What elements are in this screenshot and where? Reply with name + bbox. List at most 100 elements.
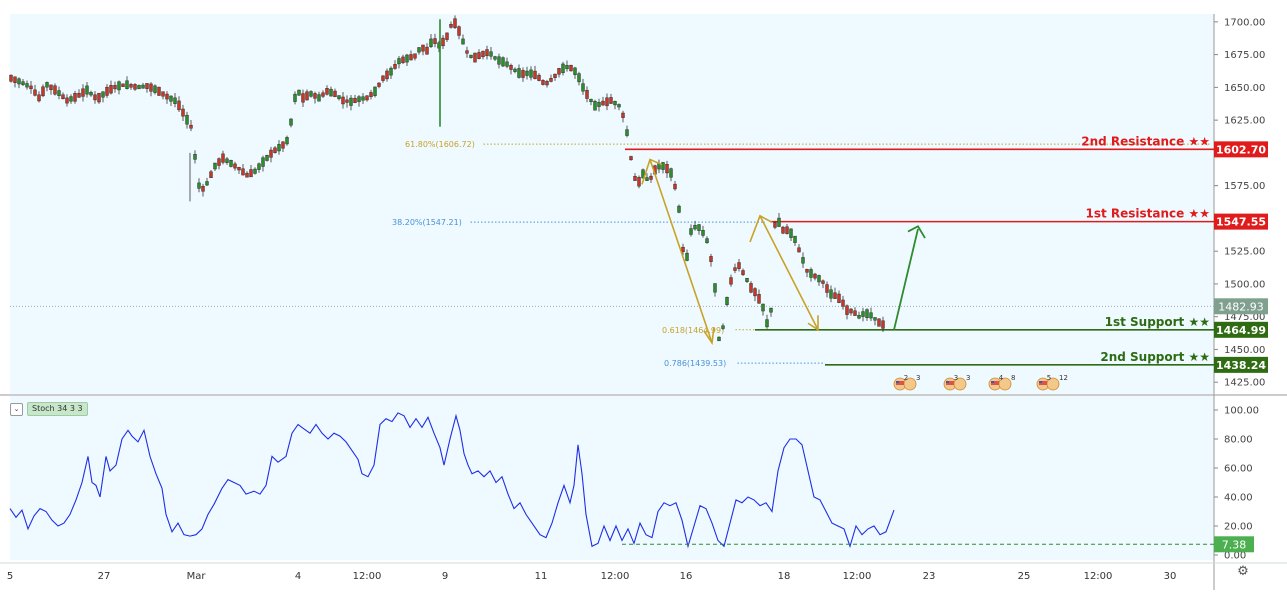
candle-body (461, 38, 465, 45)
candle-body (493, 56, 497, 60)
candle-body (337, 95, 341, 100)
candle-body (265, 155, 269, 161)
candle-body (317, 94, 321, 102)
candle-body (649, 175, 653, 180)
stoch-value-label: 7.38 (1222, 538, 1247, 551)
candle-body (125, 80, 129, 89)
event-badge[interactable]: 5 12 (1036, 374, 1068, 391)
candle-body (713, 283, 717, 293)
candle-body (809, 269, 813, 278)
candle-body (37, 94, 41, 102)
price-tick-label: 1575.00 (1224, 181, 1265, 192)
candle-body (673, 183, 677, 190)
price-tick-label: 1650.00 (1224, 83, 1265, 94)
event-badge-count: 3 (954, 374, 958, 382)
candle-body (249, 169, 253, 178)
candle-body (357, 96, 361, 102)
candle-body (457, 26, 461, 36)
candle-body (201, 186, 205, 192)
projection-arrow (893, 225, 926, 331)
candle-body (169, 95, 173, 102)
candle-body (789, 228, 793, 238)
stoch-indicator-label[interactable]: Stoch 34 3 3 (27, 402, 88, 416)
level-price-label: 1464.99 (1216, 324, 1266, 337)
candle-body (709, 256, 713, 262)
stoch-line (9, 412, 895, 549)
candle-body (173, 97, 177, 104)
candle-body (609, 97, 613, 104)
candle-body (417, 47, 421, 53)
candle-body (221, 153, 225, 163)
candle-body (165, 93, 169, 100)
pattern-arrowhead (703, 327, 715, 346)
price-tick-label: 1525.00 (1224, 247, 1265, 258)
stoch-legend[interactable]: ⌄ Stoch 34 3 3 (10, 402, 88, 416)
candle-body (701, 229, 705, 236)
time-axis-label: 12:00 (1084, 571, 1113, 582)
flag-stripe (1039, 381, 1047, 385)
candle-body (705, 238, 709, 244)
candle-body (381, 75, 385, 81)
candle-body (261, 157, 265, 167)
candle-body (281, 141, 285, 149)
candle-body (553, 73, 557, 78)
candle-body (13, 76, 17, 83)
price-tick-label: 1450.00 (1224, 345, 1265, 356)
candle-body (533, 70, 537, 80)
candle-body (33, 89, 37, 96)
time-axis-label: 4 (295, 571, 301, 582)
flag-canton (896, 381, 899, 383)
candle-body (373, 86, 377, 96)
fib-level-label: 0.786(1439.53) (664, 359, 726, 368)
candle-body (245, 172, 249, 178)
candle-body (313, 93, 317, 99)
stoch-tick-label: 0.00 (1224, 551, 1246, 562)
candle-body (69, 96, 73, 102)
price-tick-label: 1675.00 (1224, 50, 1265, 61)
candle-body (473, 52, 477, 63)
candle-body (401, 56, 405, 63)
price-pane-bg (10, 14, 1214, 394)
candle-body (21, 81, 25, 85)
candle-body (857, 315, 861, 319)
collapse-icon[interactable]: ⌄ (10, 402, 23, 416)
candle-body (561, 63, 565, 74)
candle-body (689, 228, 693, 235)
candle-body (229, 160, 233, 167)
candle-body (861, 311, 865, 317)
candle-body (409, 54, 413, 61)
candle-body (853, 310, 857, 316)
candle-body (565, 65, 569, 70)
candle-body (485, 49, 489, 57)
candle-body (121, 83, 125, 87)
candle-body (497, 56, 501, 65)
event-badge-count: 2 (904, 374, 908, 382)
candle-body (881, 320, 885, 329)
candle-body (641, 169, 645, 179)
candle-body (769, 307, 773, 313)
candle-body (765, 319, 769, 328)
candle-body (545, 81, 549, 86)
candle-body (341, 96, 345, 105)
pattern-arrow (641, 158, 663, 185)
candle-body (29, 85, 33, 90)
fib-level-label: 61.80%(1606.72) (405, 140, 475, 149)
candle-body (757, 294, 761, 304)
candle-body (629, 156, 633, 161)
current-price-badge (1214, 298, 1268, 315)
candle-body (397, 58, 401, 65)
candle-body (829, 289, 833, 299)
candle-body (509, 65, 513, 70)
candle-body (577, 73, 581, 83)
candle-body (573, 67, 577, 75)
candle-body (145, 83, 149, 89)
candle-body (633, 176, 637, 181)
candle-body (801, 257, 805, 264)
gear-icon[interactable]: ⚙ (1237, 564, 1249, 579)
candle-body (253, 168, 257, 174)
